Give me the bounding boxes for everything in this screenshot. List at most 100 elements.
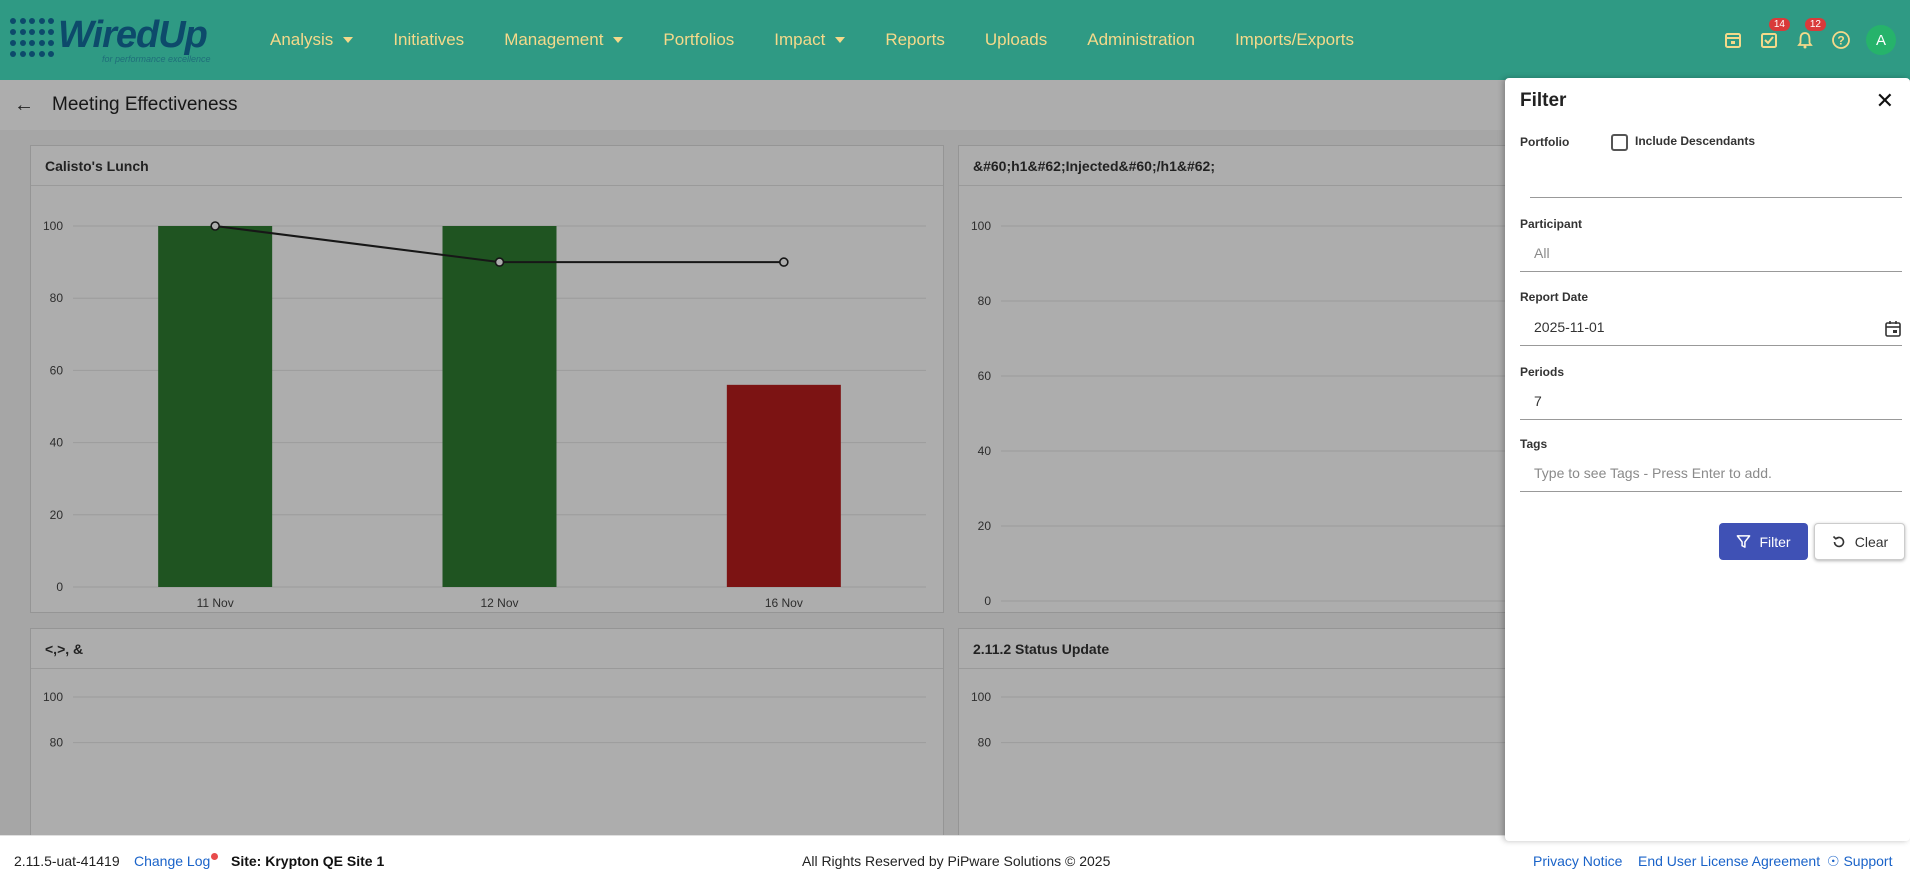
header-icons: 14 12 ? A [1722,0,1896,80]
include-descendants-label: Include Descendants [1635,134,1756,148]
nav-analysis[interactable]: Analysis [250,30,373,50]
include-descendants-checkbox[interactable] [1611,134,1628,151]
y-tick-label: 60 [50,363,64,377]
tags-input[interactable] [1520,454,1902,492]
support-icon: ☉ [1827,853,1844,869]
nav-reports[interactable]: Reports [865,30,965,50]
y-tick-label: 80 [978,736,992,750]
nav-management[interactable]: Management [484,30,643,50]
logo-text: WiredUp [58,14,208,56]
periods-label: Periods [1520,365,1565,379]
y-tick-label: 60 [978,369,992,383]
nav-label: Uploads [984,30,1048,49]
footer: 2.11.5-uat-41419 Change Log Site: Krypto… [0,835,1910,885]
logo-tagline: for performance excellence [102,54,211,64]
chart-card-calistos-lunch: Calisto's Lunch 0 20 40 60 80 100 11 Nov 12 Nov… [30,145,944,613]
nav-label: Portfolios [663,30,735,49]
filter-button-label: Filter [1759,533,1791,550]
caret-down-icon [343,37,354,43]
report-date-label: Report Date [1520,290,1589,304]
nav-label: Administration [1087,30,1195,49]
logo-dots-icon [10,18,56,60]
nav-label: Initiatives [393,30,465,49]
main-nav: Analysis Initiatives Management Portfoli… [250,0,1374,80]
top-navigation-bar: WiredUp for performance excellence Analy… [0,0,1910,80]
bell-icon[interactable]: 12 [1794,18,1826,51]
participant-select[interactable] [1520,234,1902,272]
new-indicator-dot [211,853,218,860]
y-tick-label: 20 [978,519,992,533]
y-tick-label: 80 [50,291,64,305]
wiredup-logo[interactable]: WiredUp for performance excellence [10,12,220,66]
svg-text:?: ? [1837,34,1844,48]
clear-button[interactable]: Clear [1814,523,1905,560]
nav-label: Imports/Exports [1234,30,1354,49]
site-name: Site: Krypton QE Site 1 [231,853,385,869]
chart-title: <,>, & [31,629,943,669]
bar [158,226,273,587]
y-tick-label: 100 [971,690,991,704]
line-point [779,257,789,267]
tasks-icon[interactable]: 14 [1758,18,1790,51]
portfolio-input[interactable] [1530,160,1902,198]
nav-impact[interactable]: Impact [754,30,865,50]
nav-administration[interactable]: Administration [1067,30,1215,50]
page-title: Meeting Effectiveness [52,94,238,115]
tasks-badge: 14 [1768,18,1790,31]
close-icon[interactable]: ✕ [1875,88,1894,113]
calendar-picker-icon[interactable] [1884,320,1902,338]
y-tick-label: 20 [50,508,64,522]
nav-label: Management [504,30,604,49]
caret-down-icon [613,37,624,43]
help-icon[interactable]: ? [1830,29,1852,51]
privacy-notice-link[interactable]: Privacy Notice [1533,853,1623,869]
y-tick-label: 0 [56,580,63,594]
y-tick-label: 80 [50,736,64,750]
nav-label: Impact [774,30,826,49]
nav-label: Reports [885,30,945,49]
periods-input[interactable] [1520,382,1902,420]
caret-down-icon [835,37,846,43]
line-point [494,257,505,267]
nav-initiatives[interactable]: Initiatives [373,30,484,50]
nav-portfolios[interactable]: Portfolios [643,30,754,50]
nav-label: Analysis [270,30,334,49]
chart-card-special-chars: <,>, & 80 100 [30,628,944,848]
support-link[interactable]: ☉ Support [1827,853,1893,870]
x-tick-label: 16 Nov [765,596,803,610]
version-text: 2.11.5-uat-41419 [14,853,120,869]
eula-link[interactable]: End User License Agreement [1638,853,1821,869]
bar [442,226,557,587]
support-label: Support [1843,853,1893,869]
y-tick-label: 40 [978,444,992,458]
chart-title: &#60;h1&#62;Injected&#60;/h1&#62; [959,146,1910,186]
line-point [210,221,220,231]
chart-title: 2.11.2 Status Update [959,629,1910,669]
y-tick-label: 40 [50,436,64,450]
change-log-link[interactable]: Change Log [134,853,211,869]
y-tick-label: 0 [984,594,991,608]
filter-button[interactable]: Filter [1719,523,1808,560]
report-date-input[interactable] [1520,308,1902,346]
calendar-icon[interactable] [1722,29,1744,51]
participant-label: Participant [1520,217,1583,231]
bar [726,384,841,587]
x-tick-label: 12 Nov [480,596,518,610]
nav-imports-exports[interactable]: Imports/Exports [1215,30,1374,50]
calistos-lunch-chart: 0 20 40 60 80 100 11 Nov 12 Nov 16 Nov [43,219,926,610]
y-tick-label: 80 [978,294,992,308]
reset-icon [1832,535,1845,547]
tags-label: Tags [1520,437,1548,451]
filter-funnel-icon [1737,535,1751,548]
chart-title: Calisto's Lunch [31,146,943,186]
y-tick-label: 100 [971,219,991,233]
user-avatar[interactable]: A [1866,25,1896,55]
clear-button-label: Clear [1854,533,1889,550]
back-arrow-icon[interactable]: ← [14,94,34,116]
nav-uploads[interactable]: Uploads [965,30,1067,50]
notifications-badge: 12 [1804,18,1826,31]
special-chars-chart: 80 100 [43,690,926,750]
portfolio-label: Portfolio [1520,135,1570,149]
filter-panel-title: Filter [1520,90,1567,111]
y-tick-label: 100 [43,690,63,704]
